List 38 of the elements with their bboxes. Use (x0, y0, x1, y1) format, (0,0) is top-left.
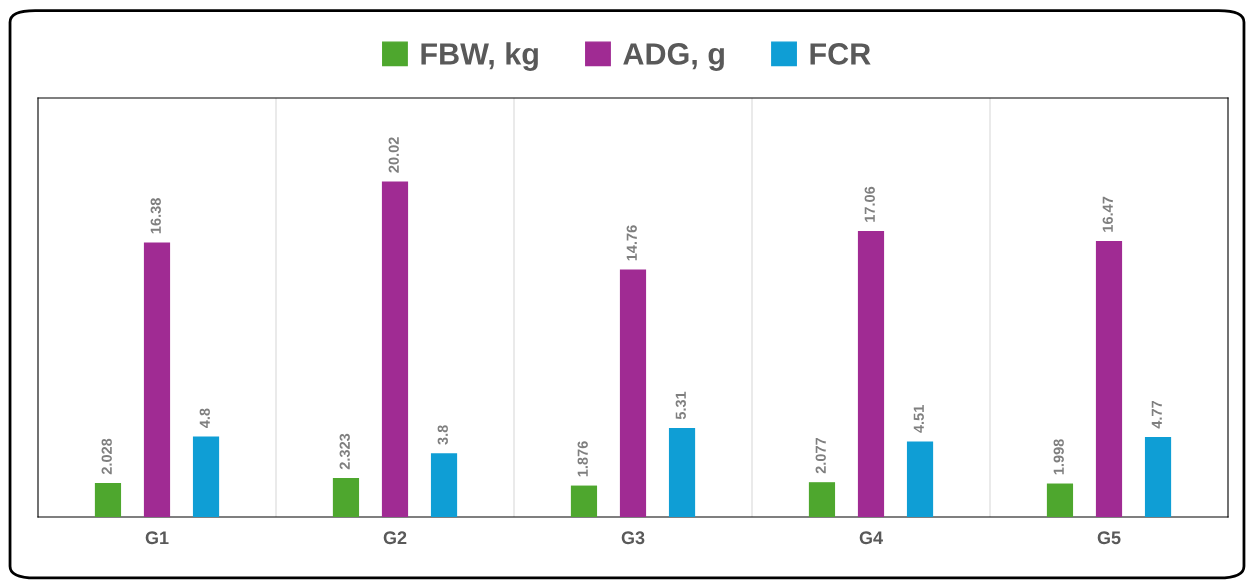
bar (1046, 483, 1074, 517)
data-label: 4.51 (913, 405, 924, 433)
legend-label: ADG, g (623, 43, 724, 71)
x-tick-label: G3 (621, 531, 645, 545)
bar (143, 242, 171, 517)
bar (668, 428, 696, 517)
x-tick-label: G1 (145, 531, 169, 545)
bar (430, 453, 458, 517)
data-label: 14.76 (626, 225, 637, 261)
data-label: 2.323 (339, 433, 350, 470)
bar (332, 478, 360, 517)
bar (1144, 437, 1172, 517)
bar (570, 485, 598, 517)
data-label: 2.077 (815, 438, 826, 474)
x-tick-label: G4 (859, 531, 883, 545)
legend-label: FBW, kg (421, 42, 538, 71)
data-label: 4.8 (199, 408, 210, 428)
data-label: 5.31 (675, 391, 686, 420)
data-label: 20.02 (388, 137, 399, 173)
bar (619, 269, 647, 517)
legend-label: FCR (810, 43, 871, 65)
bar (1095, 240, 1123, 517)
data-label: 16.38 (150, 198, 161, 234)
data-label: 3.8 (437, 425, 448, 445)
bar (192, 436, 220, 517)
data-label: 2.028 (101, 438, 112, 475)
x-tick-label: G2 (383, 531, 407, 545)
bar (857, 231, 885, 517)
bar (381, 181, 409, 517)
data-label: 17.06 (864, 186, 875, 222)
bar (808, 482, 836, 517)
data-label: 1.998 (1053, 439, 1064, 475)
data-label: 16.47 (1102, 196, 1113, 232)
bar (906, 441, 934, 517)
data-label: 1.876 (577, 441, 588, 477)
x-tick-label: G5 (1097, 531, 1121, 545)
data-label: 4.77 (1151, 400, 1162, 429)
bar (94, 483, 122, 517)
